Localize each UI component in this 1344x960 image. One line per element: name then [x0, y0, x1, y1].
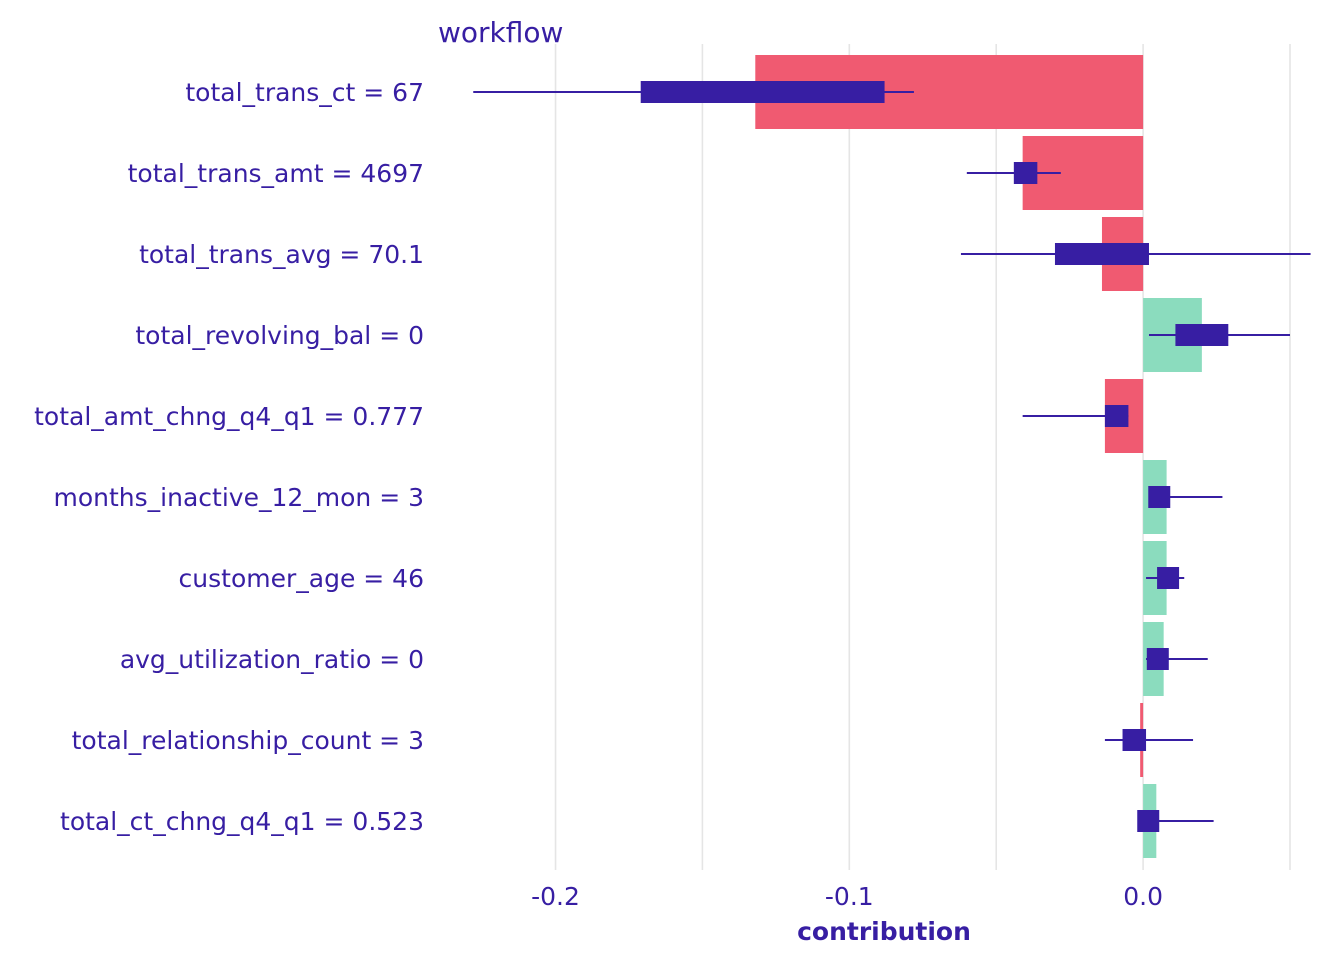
boxplots	[473, 81, 1311, 832]
boxplot-box	[640, 81, 885, 103]
x-axis-ticks: -0.2 -0.1 0.0	[531, 882, 1163, 911]
variable-label: total_ct_chng_q4_q1 = 0.523	[60, 807, 424, 836]
boxplot-box	[1122, 729, 1147, 751]
boxplot-box	[1175, 324, 1229, 346]
boxplot-box	[1054, 243, 1149, 265]
boxplot-box	[1104, 405, 1129, 427]
boxplot-box	[1157, 567, 1180, 589]
variable-label: total_amt_chng_q4_q1 = 0.777	[34, 402, 424, 431]
variable-label: customer_age = 46	[179, 564, 424, 593]
variable-label: months_inactive_12_mon = 3	[54, 483, 425, 512]
x-tick-label: -0.2	[531, 882, 580, 911]
variable-label: avg_utilization_ratio = 0	[120, 645, 424, 674]
x-axis-title: contribution	[797, 917, 971, 946]
variable-label: total_trans_ct = 67	[185, 78, 424, 107]
x-tick-label: 0.0	[1123, 882, 1163, 911]
boxplot-box	[1137, 810, 1160, 832]
variable-label: total_relationship_count = 3	[72, 726, 424, 755]
x-tick-label: -0.1	[825, 882, 874, 911]
boxplot-box	[1148, 486, 1171, 508]
variable-label: total_trans_avg = 70.1	[139, 240, 424, 269]
variable-label: total_revolving_bal = 0	[135, 321, 424, 350]
boxplot-box	[1013, 162, 1038, 184]
boxplot-box	[1146, 648, 1169, 670]
gridlines	[554, 44, 1291, 870]
y-axis-labels: total_trans_ct = 67 total_trans_amt = 469…	[34, 78, 424, 836]
facet-title: workflow	[438, 16, 563, 49]
variable-label: total_trans_amt = 4697	[128, 159, 424, 188]
